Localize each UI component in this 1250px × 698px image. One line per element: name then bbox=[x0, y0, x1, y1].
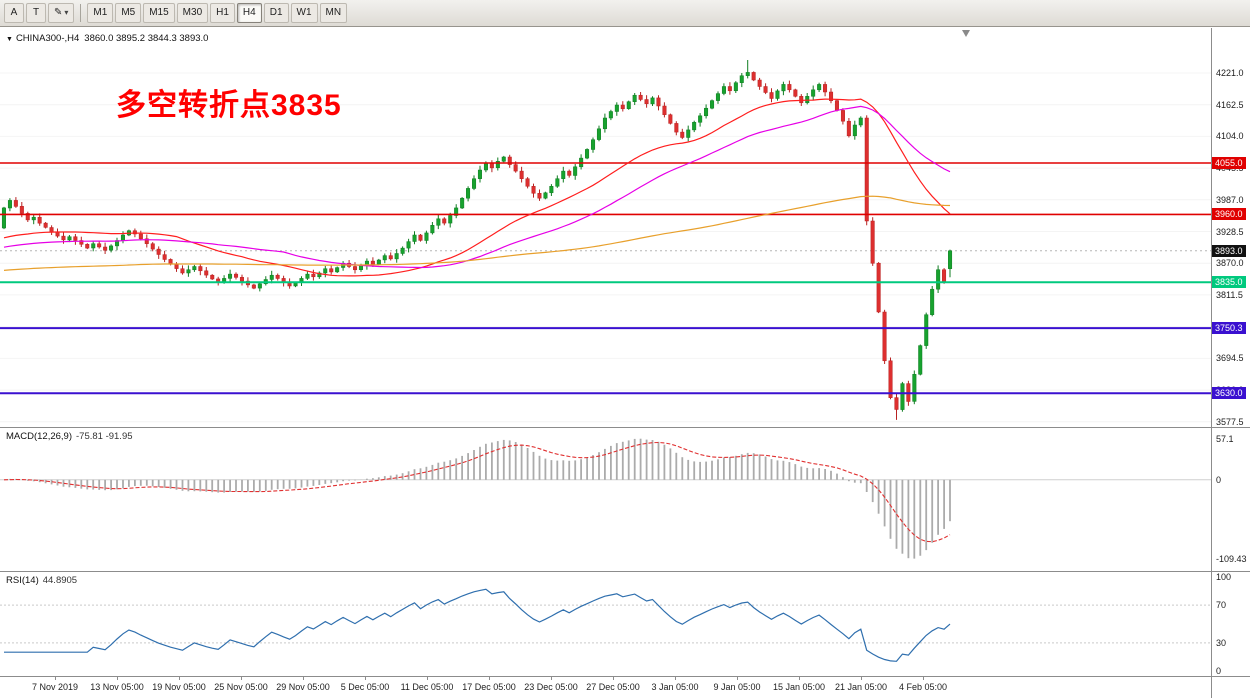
text-tool-button[interactable]: T bbox=[26, 3, 46, 23]
macd-pane[interactable] bbox=[0, 428, 1211, 572]
ohlc-values: 3860.0 3895.2 3844.3 3893.0 bbox=[84, 33, 209, 44]
y-axis-tick: 3811.5 bbox=[1216, 289, 1243, 300]
timeframe-button-group: M1 M5 M15 M30 H1 H4 D1 W1 MN bbox=[87, 3, 349, 23]
time-tick bbox=[365, 677, 366, 680]
macd-axis-tick: 57.1 bbox=[1216, 433, 1234, 444]
timeframe-button-mn[interactable]: MN bbox=[319, 3, 348, 23]
price-tag-4055: 4055.0 bbox=[1212, 156, 1246, 169]
rsi-axis-tick: 30 bbox=[1216, 637, 1227, 648]
time-tick bbox=[55, 677, 56, 680]
ma-line-mid bbox=[3, 105, 951, 269]
pane-separator-rsi[interactable] bbox=[0, 571, 1250, 572]
toolbar-separator bbox=[80, 4, 82, 22]
time-label: 7 Nov 2019 bbox=[31, 682, 79, 692]
time-tick bbox=[861, 677, 862, 680]
time-label: 21 Jan 05:00 bbox=[834, 682, 888, 692]
time-label: 13 Nov 05:00 bbox=[90, 682, 144, 692]
time-tick bbox=[613, 677, 614, 680]
ma-line-slow bbox=[3, 195, 951, 271]
time-tick bbox=[241, 677, 242, 680]
time-tick bbox=[117, 677, 118, 680]
time-axis[interactable]: 7 Nov 2019 13 Nov 05:00 19 Nov 05:00 25 Nov… bbox=[0, 677, 1211, 698]
macd-values: -75.81 -91.95 bbox=[76, 431, 133, 442]
timeframe-button-d1[interactable]: D1 bbox=[263, 3, 289, 23]
y-axis-tick: 4162.5 bbox=[1216, 99, 1244, 110]
time-label: 27 Dec 05:00 bbox=[586, 682, 640, 692]
time-label: 9 Jan 05:00 bbox=[713, 682, 761, 692]
pane-separator-macd[interactable] bbox=[0, 427, 1250, 428]
toolbar: A T ✎ ▾ M1 M5 M15 M30 H1 H4 D1 W1 MN bbox=[0, 0, 1250, 27]
grid-layer bbox=[0, 72, 1211, 423]
macd-label: MACD(12,26,9) -75.81 -91.95 bbox=[6, 431, 133, 442]
rsi-axis-tick: 0 bbox=[1216, 666, 1222, 677]
time-tick bbox=[551, 677, 552, 680]
rsi-axis-tick: 100 bbox=[1216, 571, 1232, 582]
chart-title: ▼ CHINA300-,H4 3860.0 3895.2 3844.3 3893.0 bbox=[6, 33, 208, 44]
chevron-down-icon: ▾ bbox=[64, 8, 69, 17]
y-axis-tick: 3928.5 bbox=[1216, 226, 1244, 237]
timeframe-button-w1[interactable]: W1 bbox=[290, 3, 318, 23]
ma-line-fast bbox=[3, 98, 951, 277]
main-price-pane[interactable] bbox=[0, 28, 1211, 428]
time-label: 3 Jan 05:00 bbox=[651, 682, 699, 692]
price-tag-3835: 3835.0 bbox=[1212, 276, 1246, 289]
time-tick bbox=[179, 677, 180, 680]
y-axis-tick: 4221.0 bbox=[1216, 67, 1244, 78]
timeframe-button-m5[interactable]: M5 bbox=[115, 3, 142, 23]
time-axis-separator bbox=[0, 676, 1250, 677]
time-label: 17 Dec 05:00 bbox=[462, 682, 516, 692]
y-axis-tick: 3870.0 bbox=[1216, 258, 1244, 269]
time-tick bbox=[489, 677, 490, 680]
current-price-tag: 3893.0 bbox=[1212, 244, 1246, 257]
timeframe-button-h1[interactable]: H1 bbox=[210, 3, 235, 23]
macd-signal-line bbox=[3, 441, 951, 543]
time-label: 15 Jan 05:00 bbox=[772, 682, 826, 692]
chart-annotation-text[interactable]: 多空转折点3835 bbox=[116, 89, 342, 122]
rsi-line bbox=[4, 588, 951, 662]
rsi-value: 44.8905 bbox=[42, 575, 78, 586]
symbol-timeframe-label: CHINA300-,H4 bbox=[15, 33, 80, 44]
chart-dropdown-icon[interactable]: ▼ bbox=[6, 36, 13, 43]
draw-tool-button[interactable]: ✎ ▾ bbox=[48, 3, 75, 23]
price-tag-3630: 3630.0 bbox=[1212, 387, 1246, 400]
chart-shift-marker[interactable] bbox=[962, 30, 970, 37]
timeframe-button-m15[interactable]: M15 bbox=[143, 3, 175, 23]
macd-axis-tick: -109.43 bbox=[1216, 553, 1247, 564]
time-tick bbox=[427, 677, 428, 680]
y-axis-tick: 3577.5 bbox=[1216, 416, 1244, 427]
time-tick bbox=[675, 677, 676, 680]
time-label: 19 Nov 05:00 bbox=[152, 682, 206, 692]
price-tag-3960: 3960.0 bbox=[1212, 208, 1246, 221]
time-label: 11 Dec 05:00 bbox=[400, 682, 454, 692]
timeframe-button-h4[interactable]: H4 bbox=[236, 3, 262, 23]
y-axis-tick: 3694.5 bbox=[1216, 353, 1244, 364]
macd-histogram bbox=[8, 438, 951, 559]
rsi-pane[interactable] bbox=[0, 572, 1211, 676]
arrow-tool-button[interactable]: A bbox=[4, 3, 24, 23]
time-tick bbox=[799, 677, 800, 680]
time-label: 4 Feb 05:00 bbox=[898, 682, 948, 692]
y-axis-tick: 4104.0 bbox=[1216, 131, 1244, 142]
time-tick bbox=[737, 677, 738, 680]
time-label: 23 Dec 05:00 bbox=[524, 682, 578, 692]
time-label: 5 Dec 05:00 bbox=[340, 682, 390, 692]
time-tick bbox=[923, 677, 924, 680]
price-axis[interactable]: 4221.04162.54104.04045.53987.03928.53870… bbox=[1211, 28, 1250, 698]
time-label: 25 Nov 05:00 bbox=[214, 682, 268, 692]
time-label: 29 Nov 05:00 bbox=[276, 682, 330, 692]
price-tag-3750.3: 3750.3 bbox=[1212, 322, 1246, 335]
timeframe-button-m1[interactable]: M1 bbox=[87, 3, 114, 23]
y-axis-tick: 3987.0 bbox=[1216, 194, 1244, 205]
timeframe-button-m30[interactable]: M30 bbox=[176, 3, 209, 23]
macd-axis-tick: 0 bbox=[1216, 474, 1222, 485]
time-tick bbox=[303, 677, 304, 680]
rsi-label: RSI(14) 44.8905 bbox=[6, 575, 78, 586]
tool-button-group: A T ✎ ▾ bbox=[4, 3, 76, 23]
rsi-axis-tick: 70 bbox=[1216, 600, 1227, 611]
